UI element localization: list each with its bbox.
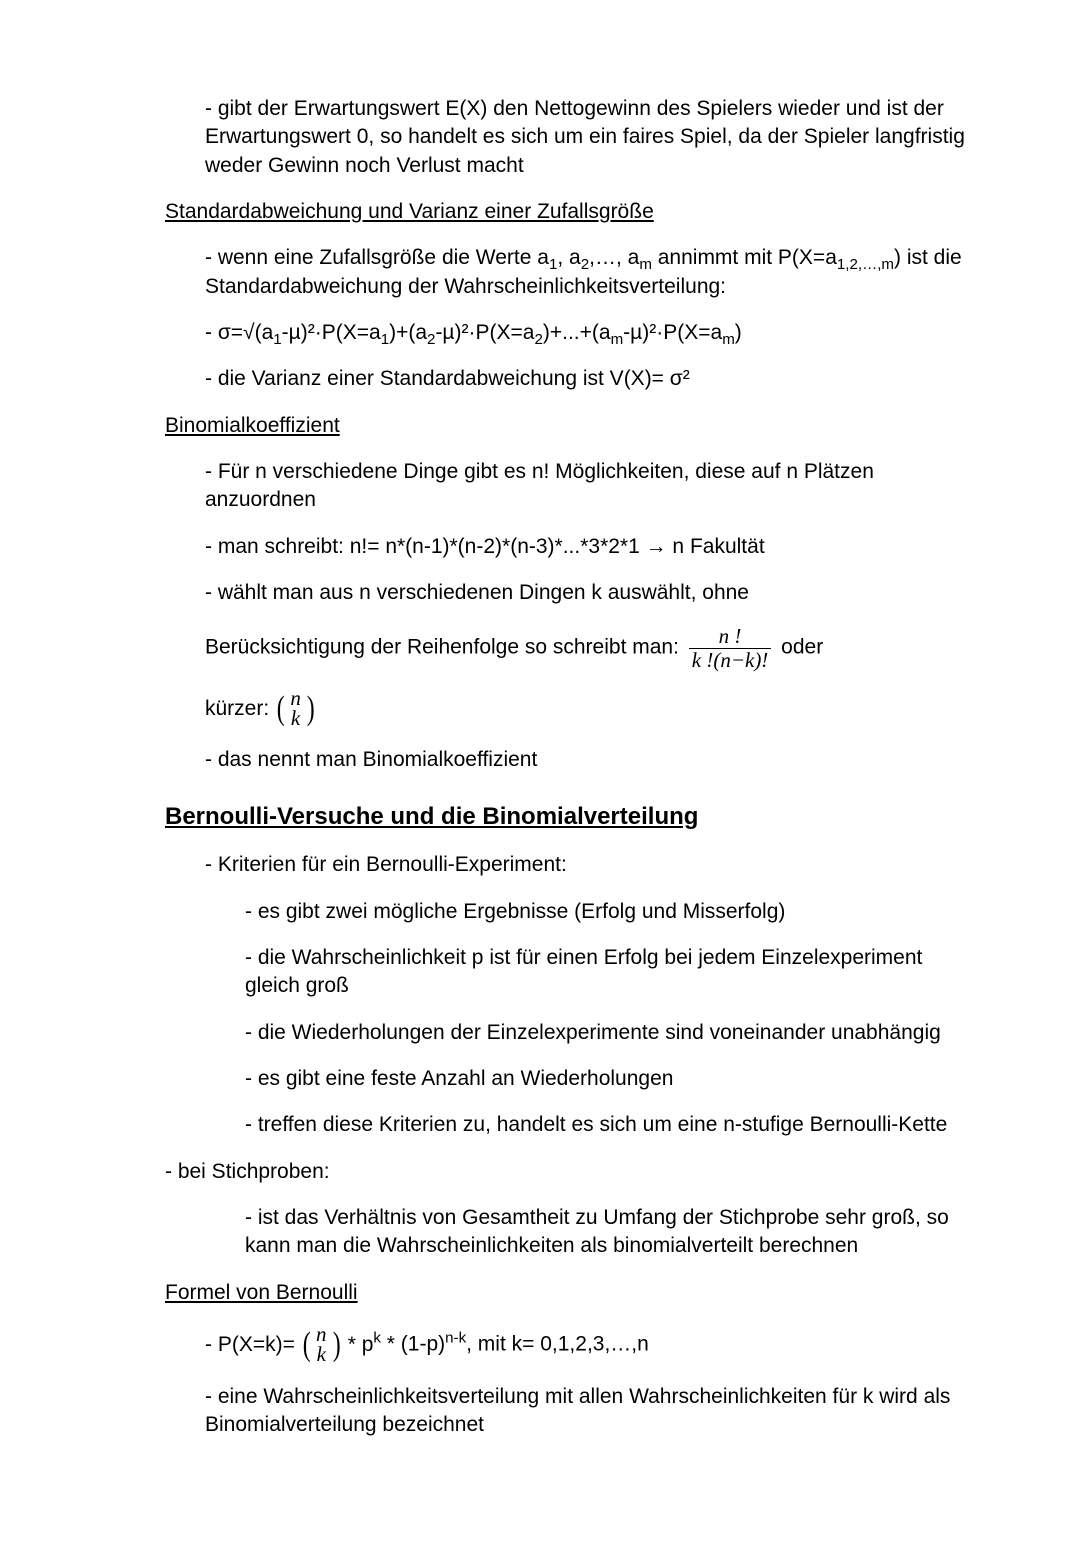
text: * (1-p) (381, 1332, 445, 1355)
subheading-std-deviation: Standardabweichung und Varianz einer Zuf… (165, 198, 980, 226)
paragraph: - wählt man aus n verschiedenen Dingen k… (165, 579, 980, 607)
subscript: 1 (273, 331, 281, 348)
section-title-bernoulli: Bernoulli-Versuche und die Binomialverte… (165, 801, 980, 833)
text: * p (348, 1333, 374, 1356)
paragraph: - ist das Verhältnis von Gesamtheit zu U… (165, 1204, 980, 1261)
document-page: - gibt der Erwartungswert E(X) den Netto… (0, 0, 1080, 1558)
subheading-binomial-coeff: Binomialkoeffizient (165, 412, 980, 440)
subscript: 1 (381, 331, 389, 348)
text: kürzer: (205, 696, 275, 719)
subscript: 2 (581, 257, 589, 274)
text: oder (781, 636, 823, 659)
subscript: m (639, 257, 652, 274)
binomial-inner: n k (314, 1325, 329, 1365)
paragraph: - die Wiederholungen der Einzelexperimen… (165, 1019, 980, 1047)
paragraph: - eine Wahrscheinlichkeitsverteilung mit… (165, 1383, 980, 1440)
paragraph: - treffen diese Kriterien zu, handelt es… (165, 1111, 980, 1139)
paragraph: - bei Stichproben: (165, 1158, 980, 1186)
binomial-coefficient: ( n k ) (301, 1325, 342, 1365)
text: )+...+(a (543, 321, 611, 344)
binomial-k: k (316, 1345, 327, 1365)
binomial-inner: n k (288, 689, 303, 729)
text: , a (557, 246, 580, 269)
text: -µ)²·P(X=a (623, 321, 722, 344)
paragraph: - die Wahrscheinlichkeit p ist für einen… (165, 944, 980, 1001)
paragraph: - Für n verschiedene Dinge gibt es n! Mö… (165, 458, 980, 515)
formula-bernoulli: - P(X=k)= ( n k ) * pk * (1-p)n-k, mit k… (165, 1325, 980, 1365)
paragraph: - wenn eine Zufallsgröße die Werte a1, a… (165, 244, 980, 301)
binomial-k: k (290, 709, 301, 729)
paragraph: - die Varianz einer Standardabweichung i… (165, 365, 980, 393)
text: - wenn eine Zufallsgröße die Werte a (205, 246, 549, 269)
paragraph: kürzer: ( n k ) (165, 689, 980, 729)
formula-sigma: - σ=√(a1-µ)²·P(X=a1)+(a2-µ)²·P(X=a2)+...… (165, 319, 980, 347)
paragraph: - es gibt zwei mögliche Ergebnisse (Erfo… (165, 898, 980, 926)
text: - σ=√(a (205, 321, 273, 344)
text: -µ)²·P(X=a (282, 321, 381, 344)
text: - P(X=k)= (205, 1333, 301, 1356)
binomial-coefficient: ( n k ) (275, 689, 316, 729)
text: )+(a (389, 321, 427, 344)
superscript: n-k (445, 1329, 466, 1346)
paragraph: - gibt der Erwartungswert E(X) den Netto… (165, 95, 980, 180)
subheading-bernoulli-formula: Formel von Bernoulli (165, 1279, 980, 1307)
fraction-numerator: n ! (689, 625, 772, 647)
fraction-denominator: k !(n−k)! (689, 648, 772, 671)
paragraph: Berücksichtigung der Reihenfolge so schr… (165, 625, 980, 670)
subscript: 1,2,…,m (837, 257, 894, 274)
fraction: n ! k !(n−k)! (689, 625, 772, 670)
text: ) (735, 321, 742, 344)
paragraph: - man schreibt: n!= n*(n-1)*(n-2)*(n-3)*… (165, 533, 980, 561)
subscript: m (611, 331, 624, 348)
text: -µ)²·P(X=a (435, 321, 534, 344)
subscript: 2 (534, 331, 542, 348)
text: annimmt mit P(X=a (652, 246, 837, 269)
text: , mit k= 0,1,2,3,…,n (466, 1332, 649, 1355)
text: Berücksichtigung der Reihenfolge so schr… (205, 636, 685, 659)
paragraph: - das nennt man Binomialkoeffizient (165, 746, 980, 774)
superscript: k (373, 1329, 381, 1346)
paragraph: - es gibt eine feste Anzahl an Wiederhol… (165, 1065, 980, 1093)
subscript: m (722, 331, 735, 348)
text: ,…, a (589, 246, 639, 269)
paragraph: - Kriterien für ein Bernoulli-Experiment… (165, 851, 980, 879)
